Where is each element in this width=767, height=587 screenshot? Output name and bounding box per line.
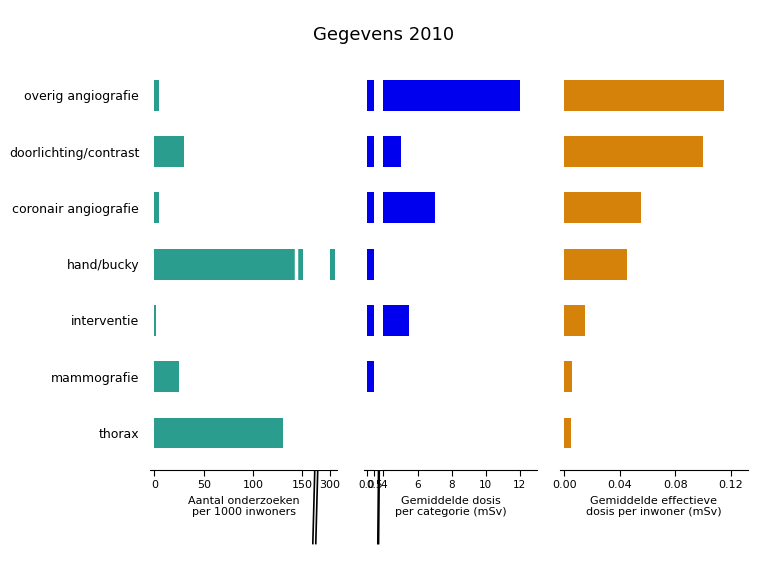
- Bar: [154, 193, 160, 223]
- Bar: [367, 136, 400, 167]
- Bar: [154, 305, 156, 336]
- Bar: [154, 80, 160, 111]
- Bar: [564, 361, 572, 392]
- Bar: [154, 136, 184, 167]
- Bar: [367, 305, 409, 336]
- Bar: [564, 193, 640, 223]
- X-axis label: Gemiddelde dosis
per categorie (mSv): Gemiddelde dosis per categorie (mSv): [395, 495, 506, 517]
- Bar: [303, 39, 330, 490]
- Bar: [564, 417, 571, 448]
- X-axis label: Aantal onderzoeken
per 1000 inwoners: Aantal onderzoeken per 1000 inwoners: [188, 495, 299, 517]
- Bar: [564, 136, 703, 167]
- Bar: [367, 80, 520, 111]
- Bar: [564, 249, 627, 279]
- Bar: [154, 417, 283, 448]
- Bar: [154, 249, 335, 279]
- Bar: [367, 249, 374, 279]
- X-axis label: Gemiddelde effectieve
dosis per inwoner (mSv): Gemiddelde effectieve dosis per inwoner …: [586, 495, 722, 517]
- Bar: [564, 80, 724, 111]
- Bar: [367, 361, 384, 392]
- Bar: [367, 193, 435, 223]
- Bar: [564, 305, 585, 336]
- Bar: [154, 361, 179, 392]
- Text: Gegevens 2010: Gegevens 2010: [313, 26, 454, 45]
- Bar: [374, 39, 384, 490]
